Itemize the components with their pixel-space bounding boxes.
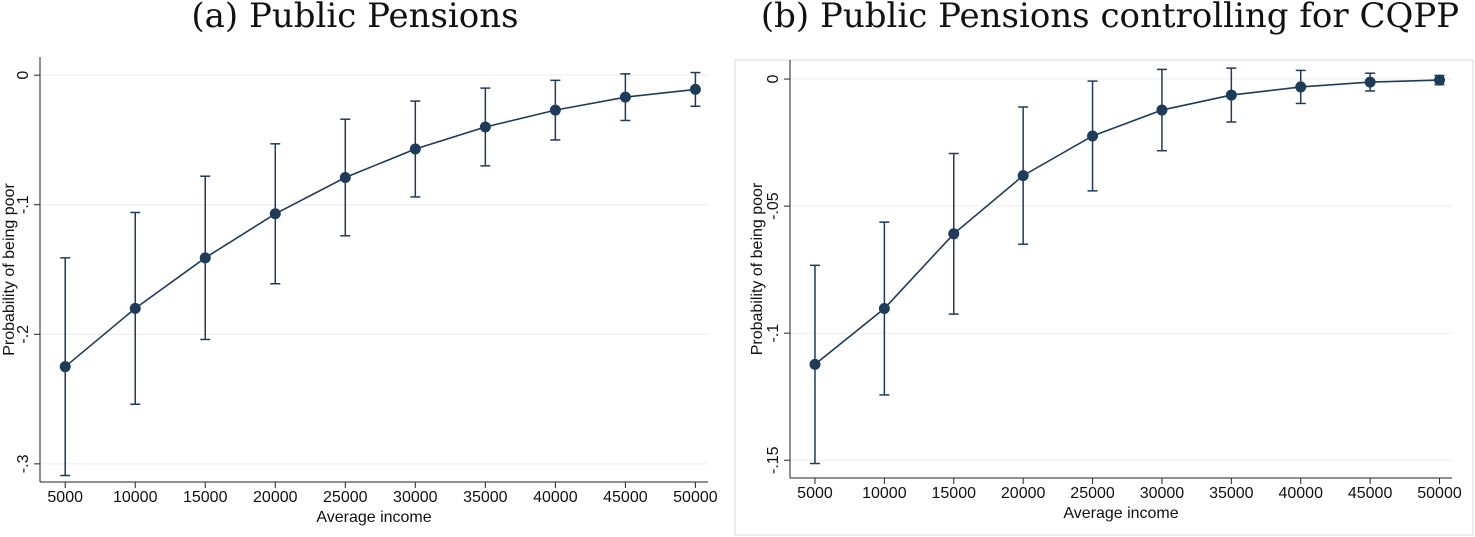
x-tick-label: 30000 (1140, 485, 1185, 502)
x-tick-label: 50000 (1417, 485, 1462, 502)
x-axis-label: Average income (316, 509, 431, 526)
point (1225, 89, 1237, 101)
series-line (814, 79, 1440, 366)
point (878, 303, 890, 315)
point (619, 91, 631, 103)
x-tick-label: 40000 (533, 489, 578, 506)
point (479, 121, 491, 133)
y-tick-label: -.1 (15, 195, 32, 214)
y-axis-label: Probability of being poor (749, 182, 766, 355)
x-axis-label: Average income (1063, 505, 1178, 522)
x-tick-label: 20000 (253, 489, 298, 506)
x-tick-label: 5000 (47, 489, 83, 506)
x-tick-label: 50000 (673, 489, 718, 506)
point (549, 104, 561, 116)
x-tick-label: 25000 (1070, 485, 1115, 502)
chart-title: (b) Public Pensions controlling for CQPP (761, 0, 1459, 36)
point (269, 208, 281, 220)
x-tick-label: 35000 (463, 489, 508, 506)
point (689, 83, 701, 95)
y-tick-label: -.05 (765, 192, 782, 220)
point (1087, 130, 1099, 142)
point (1434, 74, 1446, 86)
point (409, 143, 421, 155)
x-tick-label: 15000 (932, 485, 977, 502)
y-axis-label: Probability of being poor (1, 183, 18, 356)
panel-border (734, 59, 1474, 536)
point (1364, 76, 1376, 88)
point (129, 302, 141, 314)
x-tick-label: 20000 (1001, 485, 1046, 502)
y-tick-label: 0 (765, 75, 782, 84)
point (199, 252, 211, 264)
x-tick-label: 15000 (183, 489, 228, 506)
x-tick-label: 30000 (393, 489, 438, 506)
series-line (64, 88, 696, 368)
y-tick-label: -.1 (765, 324, 782, 343)
point (1017, 170, 1029, 182)
x-tick-label: 10000 (862, 485, 907, 502)
x-tick-label: 40000 (1278, 485, 1323, 502)
x-tick-label: 5000 (797, 485, 833, 502)
y-tick-label: 0 (15, 71, 32, 80)
point (1156, 104, 1168, 116)
x-tick-label: 35000 (1209, 485, 1254, 502)
point (948, 228, 960, 240)
x-tick-label: 25000 (323, 489, 368, 506)
point (339, 172, 351, 184)
x-tick-label: 45000 (603, 489, 648, 506)
y-tick-label: -.2 (15, 325, 32, 344)
point (1295, 81, 1307, 93)
point (809, 358, 821, 370)
chart-title: (a) Public Pensions (191, 0, 518, 36)
x-tick-label: 10000 (113, 489, 158, 506)
y-tick-label: -.3 (15, 454, 32, 473)
y-tick-label: -.15 (765, 446, 782, 474)
x-tick-label: 45000 (1348, 485, 1393, 502)
point (59, 361, 71, 373)
